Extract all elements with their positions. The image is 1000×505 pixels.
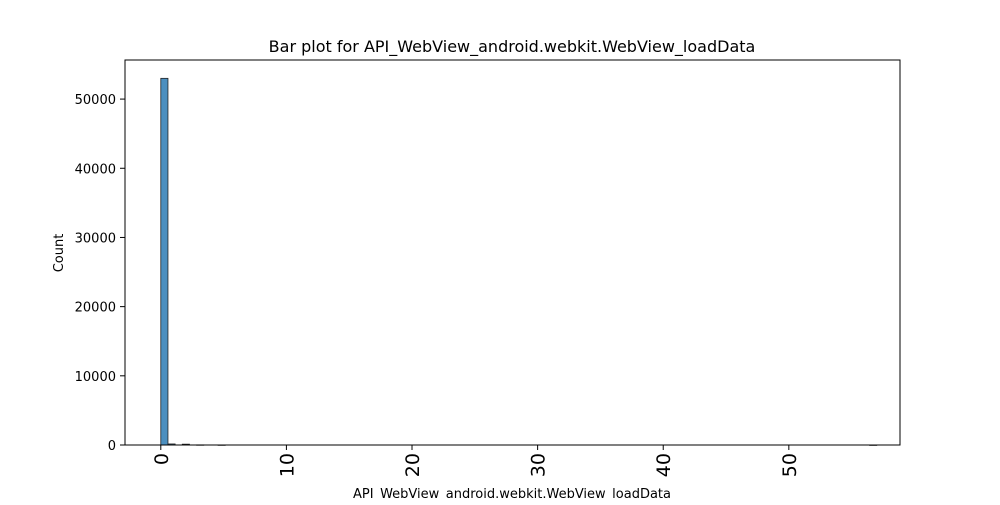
bar-0	[161, 78, 168, 445]
bars-layer	[161, 78, 877, 445]
x-tick-label-20: 20	[402, 453, 424, 477]
y-tick-label-50000: 50000	[75, 93, 116, 108]
x-axis-ticks: 0 10 20 30 40 50	[151, 445, 801, 477]
x-tick-label-40: 40	[653, 453, 675, 477]
y-axis-ticks: 0 10000 20000 30000 40000 50000	[75, 93, 125, 454]
x-tick-label-50: 50	[779, 453, 801, 477]
y-tick-label-40000: 40000	[75, 162, 116, 177]
x-tick-label-30: 30	[528, 453, 550, 477]
y-tick-label-30000: 30000	[75, 231, 116, 246]
y-axis-label: Count	[52, 234, 67, 273]
x-axis-label: API_WebView_android.webkit.WebView_loadD…	[353, 487, 671, 500]
chart-title: Bar plot for API_WebView_android.webkit.…	[269, 37, 756, 57]
y-tick-label-20000: 20000	[75, 301, 116, 316]
y-tick-label-0: 0	[108, 439, 116, 454]
x-tick-label-10: 10	[276, 453, 298, 477]
y-tick-label-10000: 10000	[75, 370, 116, 385]
x-tick-label-0: 0	[151, 453, 173, 465]
plot-frame	[125, 60, 900, 445]
